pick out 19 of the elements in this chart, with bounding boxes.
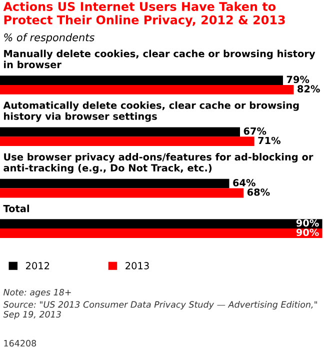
data-label: 67% — [244, 127, 266, 135]
y-tick-label: Automatically delete cookies, clear cache or browsing history via browser settings — [3, 101, 299, 122]
legend-label: 2012 — [26, 262, 50, 270]
data-label: 71% — [258, 136, 281, 144]
text: 164208 — [4, 340, 36, 347]
legend-label: 2013 — [126, 262, 149, 270]
data-label: 90% — [296, 228, 319, 236]
text: Note: ages 18+ — [3, 288, 71, 298]
chart-subtitle: % of respondents — [4, 33, 94, 44]
y-tick-label: Total — [3, 204, 29, 212]
data-label: 68% — [247, 188, 270, 196]
source-note: Source: "US 2013 Consumer Data Privacy Study — Advertising Edition," Sep 19, 2013 — [3, 301, 317, 320]
chart-title: Actions US Internet Users Have Taken to Protect Their Online Privacy, 2012 & 2013 — [3, 2, 285, 27]
data-label: 64% — [233, 179, 256, 186]
y-tick-label: Manually delete cookies, clear cache or browsing history in browser — [4, 50, 316, 68]
data-label: 82% — [298, 85, 320, 93]
data-label: 79% — [286, 76, 310, 84]
data-label: 90% — [296, 219, 319, 227]
y-tick-label: Use browser privacy add-ons/features for ad-blocking or anti-tracking (e.g., Do Not Track, etc.) — [4, 153, 314, 174]
